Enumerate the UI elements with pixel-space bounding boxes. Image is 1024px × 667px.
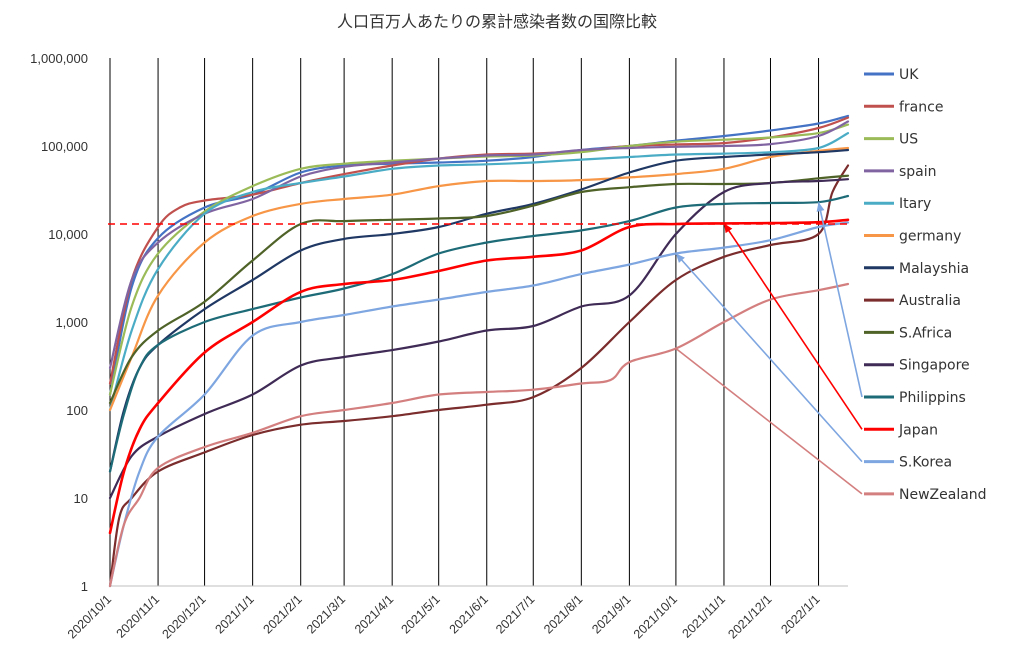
legend-label-s-africa: S.Africa	[899, 325, 952, 341]
y-tick-label: 10,000	[48, 227, 88, 242]
annotation-line-philippins	[817, 201, 863, 398]
y-tick-label: 1,000,000	[30, 51, 88, 66]
annotation-arrowhead	[816, 202, 825, 212]
annotation-line-newzealand	[675, 347, 863, 495]
annotation-arrows	[675, 201, 863, 495]
legend-label-us: US	[899, 132, 918, 148]
series-line-newzealand	[108, 282, 850, 588]
annotation-line-s-korea	[675, 252, 863, 463]
y-tick-label: 100,000	[41, 139, 88, 154]
series-line-itary	[108, 132, 850, 412]
annotation-arrowhead	[723, 223, 733, 234]
series-line-germany	[108, 146, 850, 412]
legend-label-japan: Japan	[898, 422, 938, 438]
legend-label-singapore: Singapore	[899, 358, 970, 374]
series-line-s-korea	[108, 221, 850, 588]
y-tick-label: 100	[66, 403, 88, 418]
legend-label-newzealand: NewZealand	[899, 487, 987, 503]
legend-label-uk: UK	[899, 67, 919, 83]
y-tick-label: 1,000	[55, 315, 88, 330]
legend-label-s-korea: S.Korea	[899, 455, 952, 471]
series-line-uk	[108, 114, 850, 396]
annotation-line-japan	[723, 222, 863, 430]
series-line-singapore	[108, 178, 850, 500]
chart-title: 人口百万人あたりの累計感染者数の国際比較	[337, 12, 657, 31]
legend-label-malayshia: Malayshia	[899, 261, 969, 277]
legend: UK france US spain Itary germany Malayshia Aust…	[864, 67, 987, 503]
series-line-philippins	[108, 194, 850, 473]
series-lines	[108, 114, 850, 588]
legend-label-spain: spain	[899, 164, 937, 180]
legend-label-itary: Itary	[899, 196, 931, 212]
y-tick-label: 1	[81, 579, 88, 594]
series-line-australia	[108, 164, 850, 588]
series-line-s-africa	[108, 174, 850, 405]
annotation-arrowhead	[675, 253, 685, 263]
legend-label-philippins: Philippins	[899, 390, 966, 406]
legend-label-france: france	[899, 99, 943, 115]
legend-label-germany: germany	[899, 229, 961, 245]
series-line-spain	[108, 120, 850, 370]
legend-label-australia: Australia	[899, 293, 961, 309]
y-axis: 1 10 100 1,000 10,000 100,000 1,000,000	[30, 51, 88, 594]
y-tick-label: 10	[74, 491, 88, 506]
